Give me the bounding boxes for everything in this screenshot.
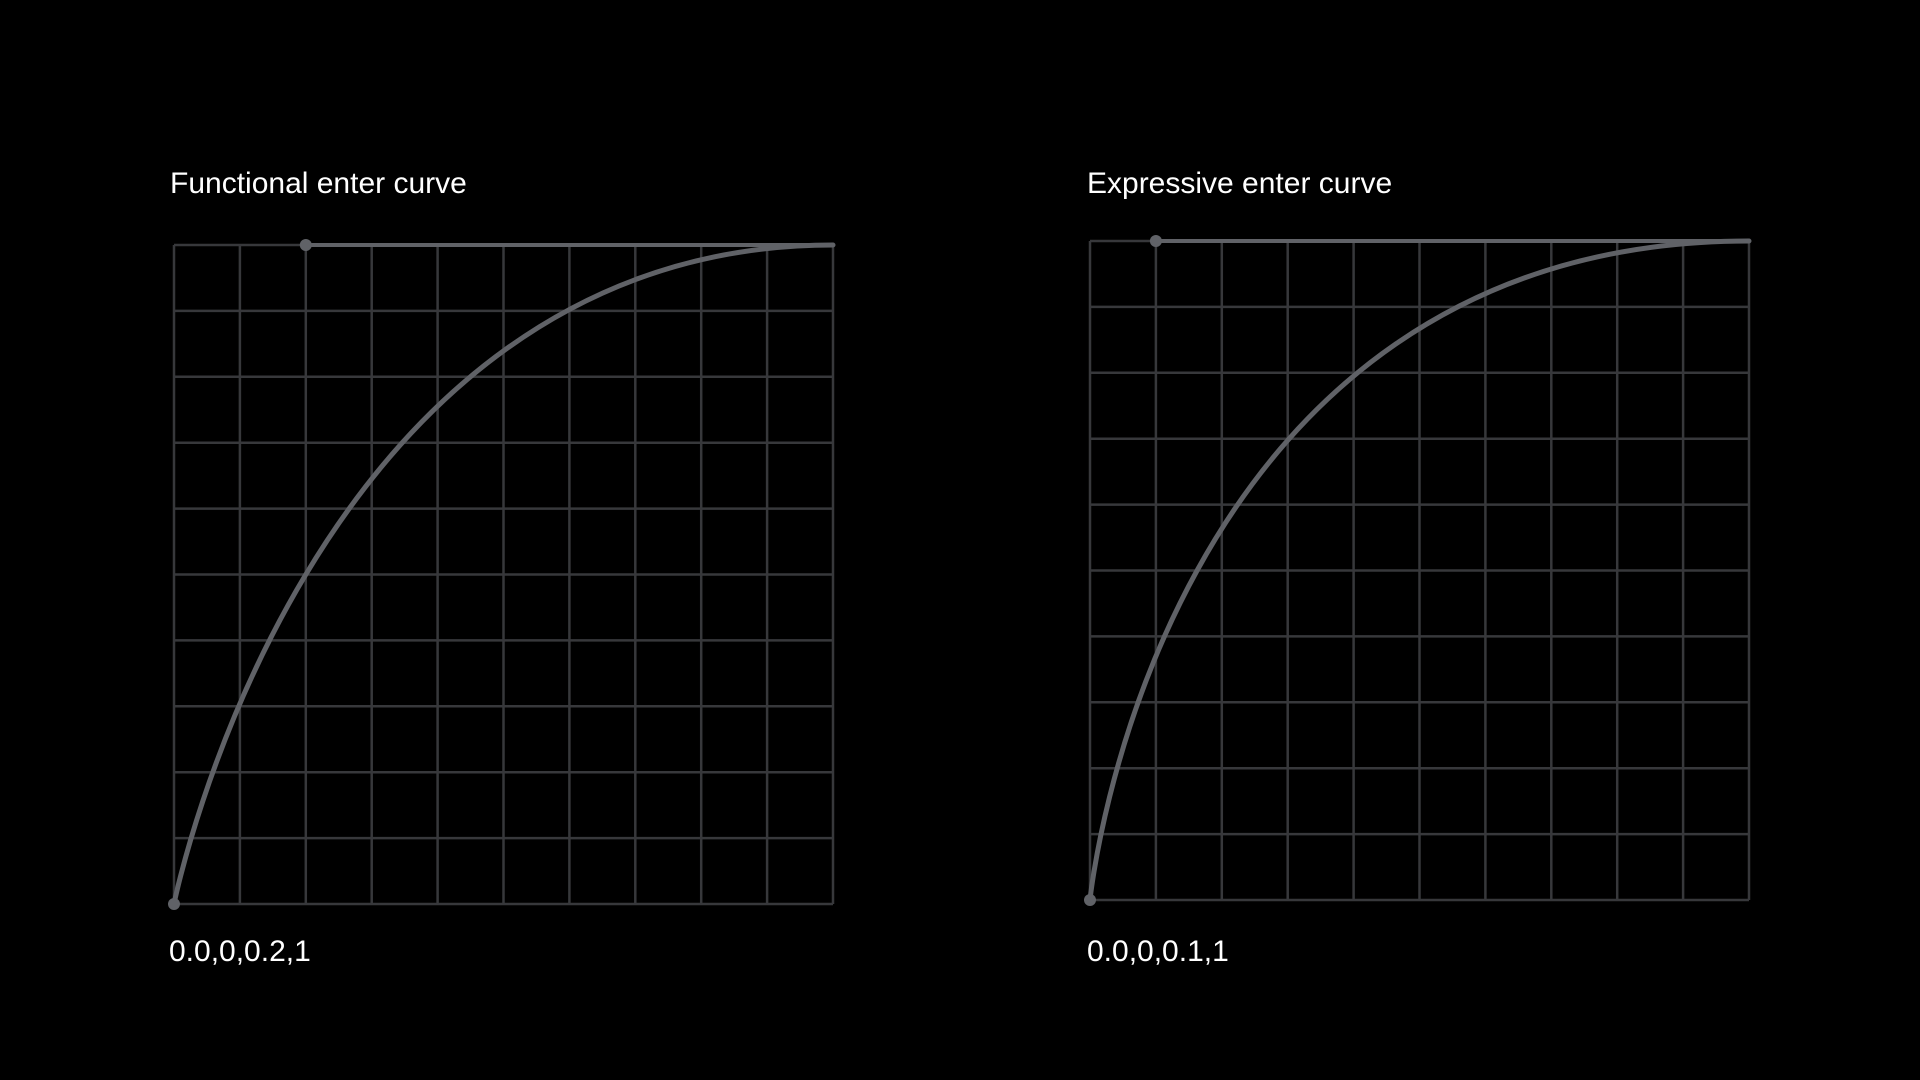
curve-label: 0.0,0,0.2,1 xyxy=(169,935,311,968)
grid xyxy=(172,243,835,906)
start-point xyxy=(168,898,180,910)
start-point xyxy=(1084,894,1096,906)
control-point xyxy=(299,239,312,251)
grid xyxy=(1088,239,1751,902)
panel-title: Expressive enter curve xyxy=(1087,167,1392,200)
curve-label: 0.0,0,0.1,1 xyxy=(1087,935,1229,968)
easing-curve xyxy=(1087,238,1752,903)
panel-title: Functional enter curve xyxy=(170,167,467,200)
control-point xyxy=(1149,235,1162,247)
easing-curve xyxy=(171,242,836,907)
